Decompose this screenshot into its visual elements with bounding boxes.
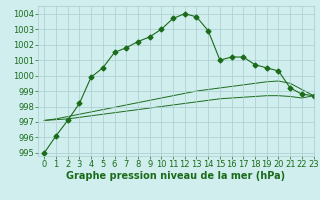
X-axis label: Graphe pression niveau de la mer (hPa): Graphe pression niveau de la mer (hPa) [67, 171, 285, 181]
